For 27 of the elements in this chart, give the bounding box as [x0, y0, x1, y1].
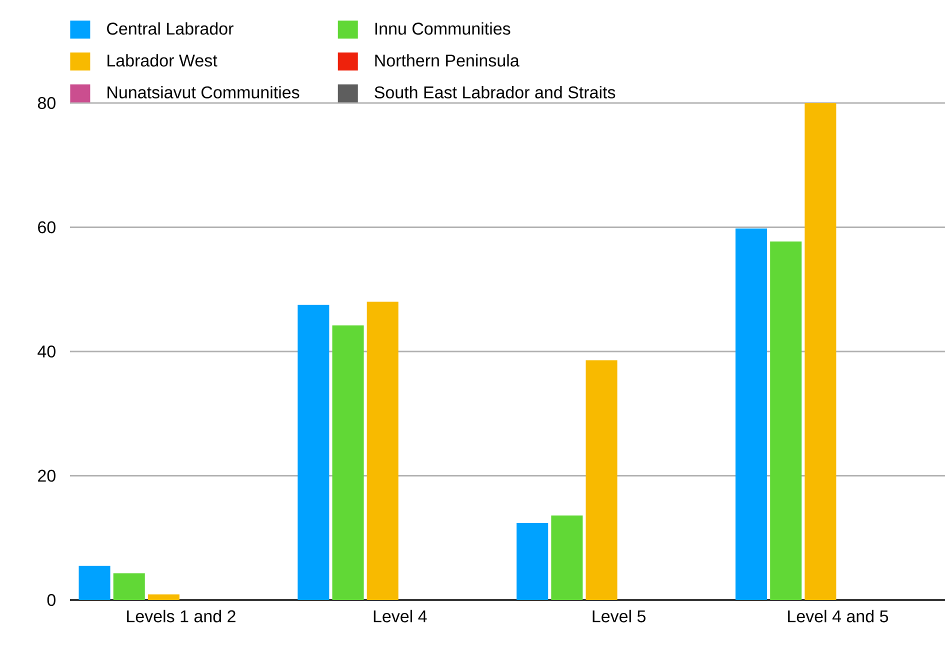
bar: [586, 360, 618, 600]
x-tick-label: Level 4: [374, 610, 427, 622]
y-tick-label: 80: [38, 96, 56, 110]
y-tick-label: 60: [38, 221, 56, 234]
x-tick-label: Levels 1 and 2: [127, 610, 236, 622]
bar: [148, 594, 180, 600]
legend-label: Central Labrador: [107, 22, 234, 35]
y-tick-label: 20: [38, 470, 56, 482]
bar: [366, 302, 398, 600]
bar: [113, 573, 145, 600]
bar: [298, 304, 330, 600]
y-tick-label: 0: [47, 594, 56, 606]
legend-label: Labrador West: [108, 54, 218, 67]
bar: [551, 516, 583, 600]
legend-label: Innu Communities: [375, 22, 510, 35]
legend-label: South East Labrador and Straits: [374, 86, 616, 98]
legend-label: Northern Peninsula: [375, 54, 520, 67]
bar: [804, 103, 836, 600]
bar: [516, 522, 548, 600]
legend-label: Nunatsiavut Communities: [108, 86, 300, 98]
x-tick-label: Level 4 and 5: [788, 610, 888, 622]
x-tick-label: Level 5: [592, 610, 646, 622]
y-tick-label: 40: [38, 345, 56, 358]
bar: [332, 325, 364, 600]
bar: [770, 242, 802, 600]
bar: [736, 228, 768, 600]
bar: [78, 566, 110, 600]
